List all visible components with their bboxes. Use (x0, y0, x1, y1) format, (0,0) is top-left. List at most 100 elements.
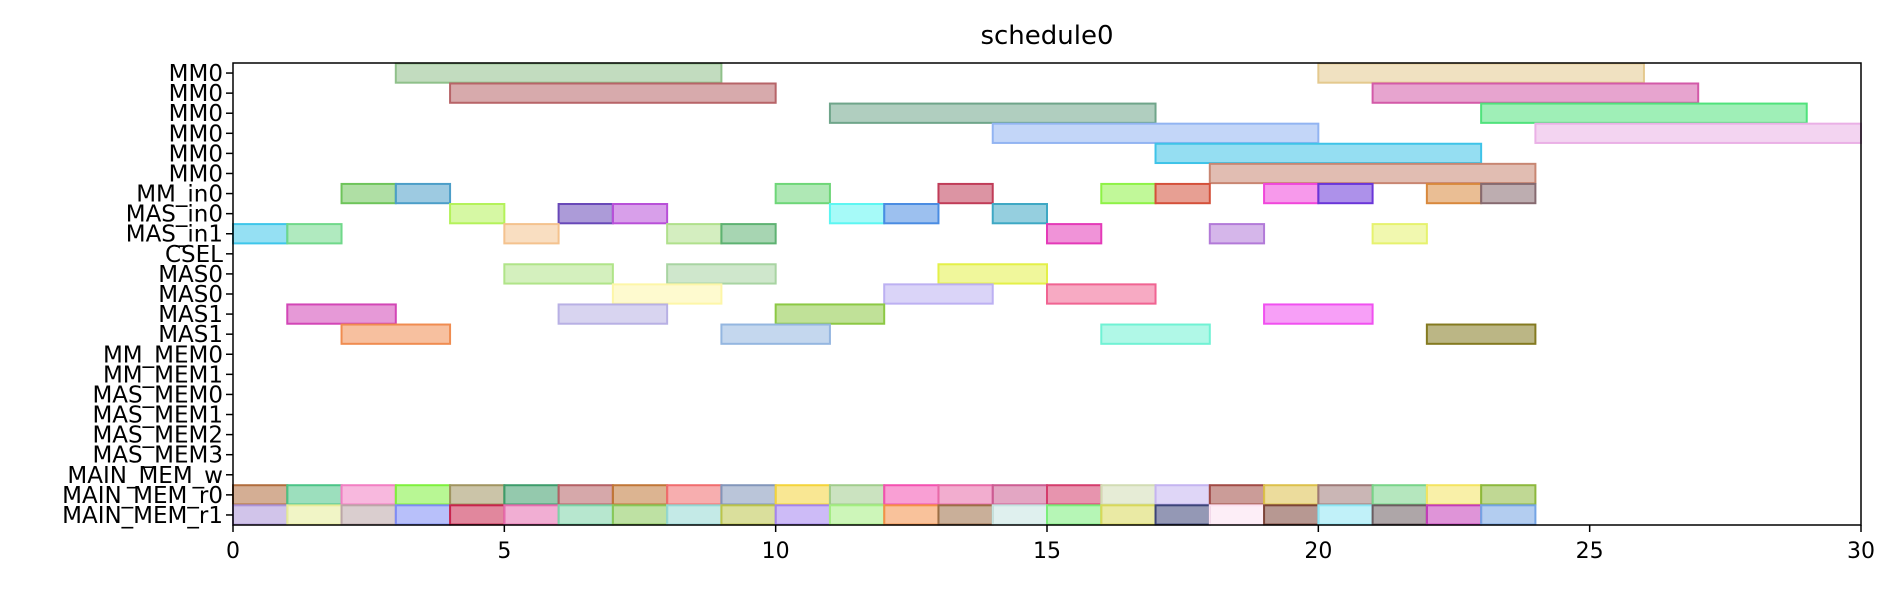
task-bar (1154, 182, 1211, 205)
task-bar (666, 263, 777, 285)
task-bar (1425, 323, 1537, 345)
task-bar (394, 62, 723, 84)
y-row-label: MM0 (169, 141, 223, 167)
task-bar (1263, 484, 1320, 506)
task-bar (286, 223, 343, 245)
x-axis: 0 5 10 15 20 25 30 (226, 525, 1875, 564)
task-bar (232, 504, 289, 526)
y-row-label: MAS_MEM0 (92, 382, 223, 408)
task-bar (883, 283, 994, 305)
task-bar (1100, 323, 1211, 345)
plot-frame (232, 62, 1862, 526)
x-tick-label: 10 (762, 539, 790, 564)
task-bar (1480, 102, 1808, 124)
task-bar (557, 203, 614, 225)
task-bar (557, 484, 614, 506)
task-bar (1425, 504, 1483, 526)
task-bar (1100, 182, 1157, 205)
task-bar (1263, 182, 1320, 205)
task-bar (611, 203, 669, 225)
task-bar (232, 223, 289, 245)
y-row-label: MM0 (169, 121, 223, 147)
y-row-label: MAS_MEM1 (92, 403, 223, 429)
task-bar (1371, 82, 1700, 104)
task-bar (720, 223, 777, 245)
task-bar (340, 323, 452, 345)
task-bar (286, 484, 343, 506)
task-bar (828, 504, 886, 526)
task-bar (394, 182, 452, 205)
task-bar (1208, 484, 1266, 506)
y-row-label: MM0 (169, 81, 223, 107)
y-row-label: MM0 (169, 61, 223, 87)
task-bar (449, 203, 506, 225)
task-bar (611, 283, 723, 305)
task-bar (1317, 62, 1645, 84)
task-bar (1480, 182, 1537, 205)
task-bar (340, 504, 397, 526)
y-row-label: MAS1 (158, 302, 223, 328)
task-bar (1154, 142, 1483, 165)
task-bar (991, 122, 1320, 144)
y-row-label: MAS1 (158, 322, 223, 348)
task-bar (1317, 484, 1374, 506)
x-tick-label: 25 (1576, 539, 1604, 564)
task-bar (611, 504, 669, 526)
task-bar (286, 504, 343, 526)
x-tick-label: 5 (497, 539, 511, 564)
y-row-label: MAS_MEM2 (92, 423, 223, 449)
task-bar (1208, 223, 1266, 245)
task-bar (394, 484, 452, 506)
y-row-label: MM_MEM0 (103, 342, 223, 368)
task-bar (666, 504, 723, 526)
task-bar (720, 504, 777, 526)
task-bar (883, 484, 940, 506)
task-bar (1534, 122, 1863, 144)
task-bar (991, 504, 1049, 526)
task-bar (1480, 504, 1537, 526)
task-bar (774, 303, 886, 325)
y-row-label: MM_in0 (136, 182, 223, 208)
task-bar (449, 82, 777, 104)
task-bar (1317, 504, 1374, 526)
task-bar (611, 484, 669, 506)
y-row-label: MAIN_MEM_w (67, 463, 223, 489)
task-bar (774, 504, 831, 526)
task-bar (1046, 484, 1103, 506)
task-bar (883, 203, 940, 225)
task-bar (720, 484, 777, 506)
y-row-label: CSEL (165, 242, 223, 268)
task-bar (340, 182, 397, 205)
y-row-label: MM_MEM1 (103, 362, 223, 388)
x-tick-label: 15 (1033, 539, 1061, 564)
task-bar (937, 263, 1049, 285)
task-bar (1100, 504, 1157, 526)
task-bar (1100, 484, 1157, 506)
task-bar (1208, 162, 1537, 185)
task-bar (774, 484, 831, 506)
task-bar (1046, 504, 1103, 526)
task-bar (937, 182, 994, 205)
task-bar (557, 303, 669, 325)
y-row-label: MAS0 (158, 262, 223, 288)
task-bar (1371, 504, 1428, 526)
task-bars (232, 62, 1863, 526)
task-bar (1154, 484, 1211, 506)
task-bar (828, 203, 886, 225)
task-bar (503, 484, 560, 506)
task-bar (666, 484, 723, 506)
x-tick-label: 30 (1847, 539, 1875, 564)
task-bar (557, 504, 614, 526)
task-bar (1425, 182, 1483, 205)
y-row-label: MM0 (169, 161, 223, 187)
task-bar (340, 484, 397, 506)
task-bar (937, 484, 994, 506)
task-bar (1154, 504, 1211, 526)
task-bar (774, 182, 831, 205)
task-bar (883, 504, 940, 526)
task-bar (503, 504, 560, 526)
y-row-label: MM0 (169, 101, 223, 127)
task-bar (937, 504, 994, 526)
task-bar (1425, 484, 1483, 506)
